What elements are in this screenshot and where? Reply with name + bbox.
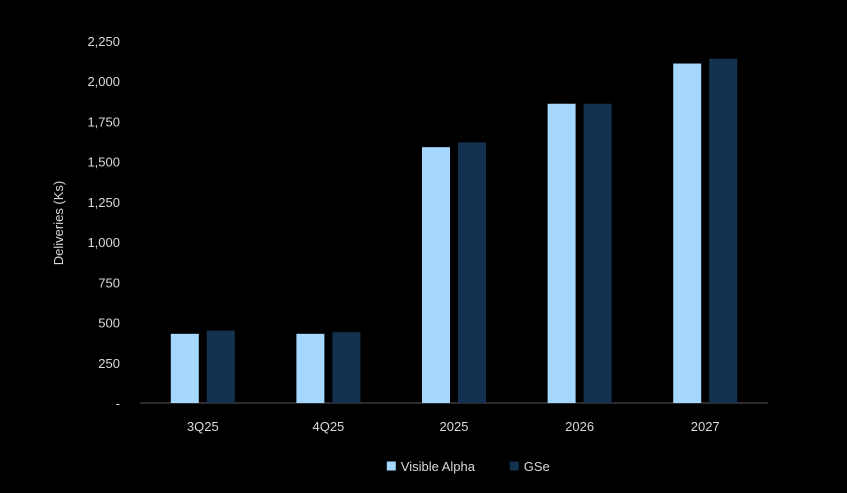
x-tick-label: 2026	[565, 419, 594, 434]
y-axis: - 250 500 750 1,000 1,250 1,500 1,750 2,000 2,250	[87, 34, 120, 411]
x-axis: 3Q25 4Q25 2025 2026 2027	[187, 419, 720, 434]
legend-swatch	[386, 461, 396, 471]
y-tick-label: 2,000	[87, 74, 120, 89]
x-tick-label: 4Q25	[312, 419, 344, 434]
bar-gse	[458, 142, 486, 404]
bar-visible-alpha	[673, 63, 702, 403]
bar-gse	[583, 103, 612, 403]
y-tick-label: 1,250	[87, 195, 120, 210]
bar-gse	[332, 332, 361, 403]
x-tick-label: 3Q25	[187, 419, 219, 434]
y-tick-label: 1,500	[87, 155, 120, 170]
y-tick-label: 2,250	[87, 34, 120, 49]
y-tick-label: 250	[98, 356, 120, 371]
legend-label: Visible Alpha	[401, 459, 476, 474]
y-tick-label: 750	[98, 275, 120, 290]
bar-visible-alpha	[547, 103, 576, 403]
x-tick-label: 2027	[691, 419, 720, 434]
bar-visible-alpha	[170, 333, 199, 403]
y-tick-label: -	[116, 396, 120, 411]
legend: Visible Alpha GSe	[386, 459, 550, 474]
y-tick-label: 1,750	[87, 114, 120, 129]
y-tick-label: 1,000	[87, 235, 120, 250]
x-tick-label: 2025	[440, 419, 469, 434]
legend-label: GSe	[524, 459, 550, 474]
y-tick-label: 500	[98, 316, 120, 331]
y-axis-title: Deliveries (Ks)	[51, 181, 66, 266]
legend-swatch	[509, 461, 519, 471]
bars	[170, 58, 738, 404]
bar-visible-alpha	[296, 333, 325, 403]
bar-gse	[206, 330, 235, 403]
bar-gse	[709, 58, 738, 403]
bar-visible-alpha	[422, 147, 450, 403]
